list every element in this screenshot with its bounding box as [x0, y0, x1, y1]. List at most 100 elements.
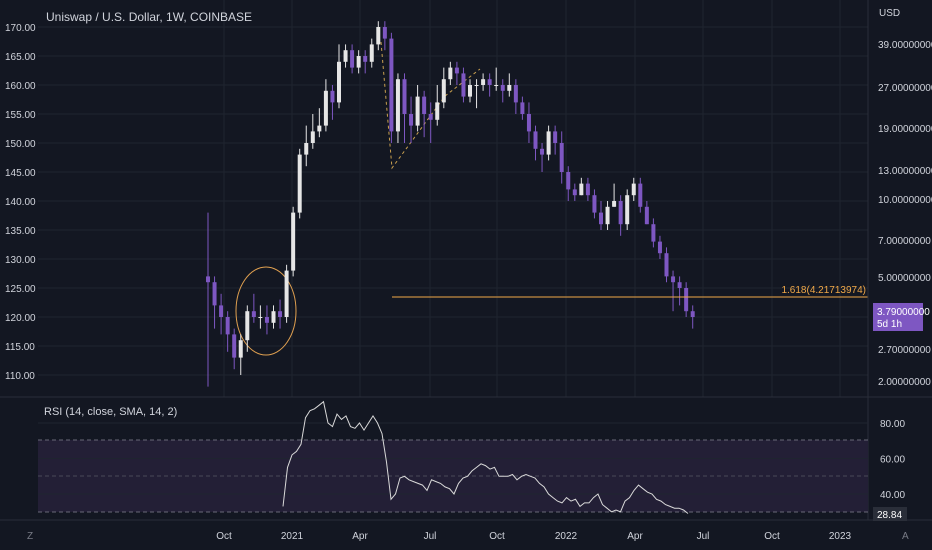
candle-body: [337, 61, 341, 103]
candle-body: [605, 206, 610, 225]
left-tick-label: 110.00: [5, 371, 35, 382]
candle-body: [468, 85, 472, 97]
right-tick-label: 2.00000000: [878, 377, 931, 388]
right-tick-label: 27.00000000: [878, 83, 932, 94]
candle-body: [422, 96, 427, 114]
candle-body: [454, 67, 459, 74]
rsi-value-badge: [873, 507, 907, 521]
candle-body: [363, 56, 368, 62]
time-tick-label: 2021: [281, 531, 304, 542]
left-tick-label: 170.00: [5, 23, 36, 34]
candle-body: [350, 50, 355, 68]
candle-body: [343, 50, 348, 62]
candle-body: [677, 282, 682, 288]
candle-body: [219, 305, 224, 317]
candle-body: [206, 276, 210, 283]
candle-body: [684, 288, 689, 312]
candle-body: [389, 38, 394, 132]
annotation-ellipse[interactable]: [235, 266, 297, 356]
chart-title: Uniswap / U.S. Dollar, 1W, COINBASE: [46, 10, 252, 24]
candle-body: [461, 73, 466, 97]
candle-body: [271, 311, 276, 323]
candle-body: [251, 311, 256, 317]
candle-body: [323, 90, 328, 126]
candle-body: [245, 311, 250, 341]
right-tick-label: 2.70000000: [878, 345, 931, 356]
candle-body: [441, 79, 446, 103]
candle-body: [356, 56, 361, 68]
candle-body: [644, 206, 649, 225]
candle-body: [238, 340, 243, 358]
candle-body: [291, 212, 296, 271]
candle-body: [566, 172, 571, 190]
time-tick-label: 2022: [555, 531, 578, 542]
left-tick-label: 165.00: [5, 52, 36, 63]
right-tick-label: 5.00000000: [878, 273, 931, 284]
candle-body: [258, 317, 263, 318]
candle-body: [297, 154, 302, 213]
candle-body: [638, 183, 643, 207]
price-badge-value: 3.79000000: [877, 307, 930, 318]
candle-body: [264, 317, 269, 323]
candle-body: [625, 195, 630, 225]
candle-body: [474, 85, 479, 86]
candle-body: [376, 27, 381, 45]
candle-body: [278, 311, 283, 317]
price-gridlines: [38, 0, 868, 397]
candle-body: [212, 282, 217, 306]
candle-body: [382, 27, 387, 39]
left-tick-label: 120.00: [5, 313, 36, 324]
candle-body: [369, 44, 374, 62]
left-tick-label: 125.00: [5, 284, 36, 295]
timezone-icon[interactable]: Z: [27, 531, 33, 542]
rsi-label: RSI (14, close, SMA, 14, 2): [44, 406, 177, 418]
left-tick-label: 145.00: [5, 168, 36, 179]
time-tick-label: Oct: [764, 531, 780, 542]
candle-body: [310, 131, 315, 143]
candle-body: [507, 85, 512, 91]
left-tick-label: 115.00: [5, 342, 35, 353]
rsi-axis: 80.00 60.00 40.00: [880, 419, 905, 501]
right-tick-label: 19.00000000: [878, 124, 932, 135]
candle-body: [657, 241, 662, 254]
candle-body: [284, 270, 289, 317]
candle-body: [330, 90, 335, 103]
right-tick-label: 13.00000000: [878, 166, 932, 177]
candle-body: [559, 143, 564, 172]
right-price-axis: 39.00000000 27.00000000 19.00000000 13.0000…: [878, 40, 932, 388]
currency-label: USD: [879, 8, 900, 19]
candle-body: [500, 85, 505, 91]
time-tick-label: Jul: [697, 531, 710, 542]
rsi-tick-label: 40.00: [880, 490, 905, 501]
rsi-line: [282, 400, 689, 514]
left-tick-label: 150.00: [5, 139, 36, 150]
candle-body: [579, 183, 584, 196]
candle-body: [520, 102, 525, 114]
candle-body: [631, 183, 636, 196]
candle-body: [612, 201, 617, 207]
candle-body: [599, 212, 603, 225]
candle-body: [225, 317, 230, 335]
time-tick-label: Apr: [352, 531, 368, 542]
fib-1618-label: 1.618(4.21713974): [781, 285, 866, 296]
candle-body: [481, 79, 486, 85]
candle-body: [553, 131, 558, 143]
rsi-value-text: 28.84: [877, 510, 902, 521]
auto-scale-icon[interactable]: A: [902, 531, 909, 542]
time-tick-label: Oct: [216, 531, 232, 542]
rsi-tick-label: 80.00: [880, 419, 905, 430]
candle-body: [618, 201, 623, 225]
left-tick-label: 140.00: [5, 197, 36, 208]
candle-body: [671, 276, 676, 283]
candle-body: [664, 253, 669, 277]
candle-body: [513, 85, 518, 103]
candle-body: [526, 114, 531, 132]
candle-body: [232, 334, 237, 358]
candle-body: [572, 189, 577, 196]
candle-body: [592, 195, 597, 213]
left-tick-label: 160.00: [5, 81, 36, 92]
time-tick-label: Jul: [424, 531, 437, 542]
candle-body: [428, 114, 433, 120]
left-tick-label: 135.00: [5, 226, 36, 237]
